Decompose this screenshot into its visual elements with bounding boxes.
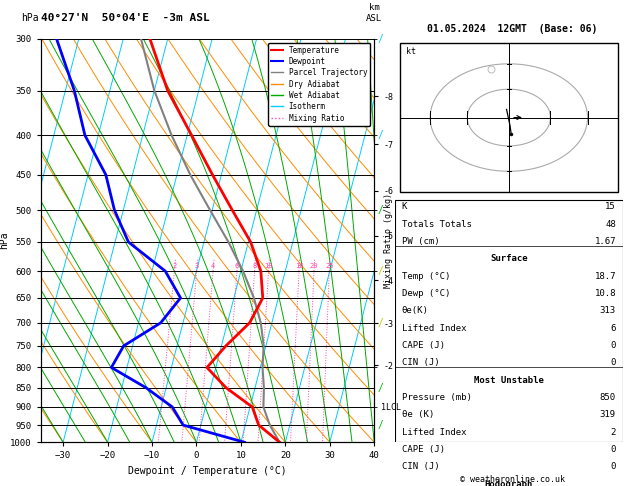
Text: Lifted Index: Lifted Index	[402, 428, 466, 437]
Text: 15: 15	[605, 202, 616, 211]
Bar	[399, 43, 618, 192]
Text: /: /	[377, 34, 383, 44]
Text: CAPE (J): CAPE (J)	[402, 341, 445, 350]
Text: kt: kt	[406, 47, 416, 56]
Text: 313: 313	[600, 306, 616, 315]
Text: Totals Totals: Totals Totals	[402, 220, 472, 228]
Text: 2: 2	[611, 428, 616, 437]
Text: 319: 319	[600, 410, 616, 419]
Text: 6: 6	[235, 263, 239, 269]
Text: 10.8: 10.8	[594, 289, 616, 298]
Text: 10: 10	[264, 263, 273, 269]
Text: km
ASL: km ASL	[366, 3, 382, 23]
Text: 0: 0	[611, 341, 616, 350]
Text: 18.7: 18.7	[594, 272, 616, 280]
Text: CIN (J): CIN (J)	[402, 463, 440, 471]
Text: CIN (J): CIN (J)	[402, 358, 440, 367]
X-axis label: Dewpoint / Temperature (°C): Dewpoint / Temperature (°C)	[128, 466, 287, 476]
Text: 0: 0	[611, 445, 616, 454]
Text: CAPE (J): CAPE (J)	[402, 445, 445, 454]
Text: 1.67: 1.67	[594, 237, 616, 246]
Text: /: /	[377, 383, 383, 393]
Text: 4: 4	[211, 263, 215, 269]
Text: 6: 6	[611, 324, 616, 332]
Text: Mixing Ratio (g/kg): Mixing Ratio (g/kg)	[384, 193, 392, 288]
Text: 1LCL: 1LCL	[381, 403, 401, 412]
Text: 8: 8	[252, 263, 257, 269]
Text: θe (K): θe (K)	[402, 410, 434, 419]
Text: K: K	[402, 202, 407, 211]
Text: 0: 0	[611, 463, 616, 471]
Text: /: /	[377, 130, 383, 140]
Text: hPa: hPa	[21, 13, 38, 23]
Text: Surface: Surface	[490, 254, 528, 263]
Text: 48: 48	[605, 220, 616, 228]
Text: 2: 2	[172, 263, 177, 269]
Legend: Temperature, Dewpoint, Parcel Trajectory, Dry Adiabat, Wet Adiabat, Isotherm, Mi: Temperature, Dewpoint, Parcel Trajectory…	[268, 43, 370, 125]
Text: Lifted Index: Lifted Index	[402, 324, 466, 332]
Text: PW (cm): PW (cm)	[402, 237, 440, 246]
Text: /: /	[377, 266, 383, 276]
Text: 3: 3	[194, 263, 199, 269]
Y-axis label: hPa: hPa	[0, 232, 9, 249]
Text: θe(K): θe(K)	[402, 306, 429, 315]
Text: /: /	[377, 205, 383, 215]
Text: Dewp (°C): Dewp (°C)	[402, 289, 450, 298]
Text: 20: 20	[309, 263, 318, 269]
Text: 40°27'N  50°04'E  -3m ASL: 40°27'N 50°04'E -3m ASL	[41, 13, 209, 23]
Text: Temp (°C): Temp (°C)	[402, 272, 450, 280]
Text: /: /	[377, 420, 383, 430]
Text: 25: 25	[325, 263, 333, 269]
Text: Hodograph: Hodograph	[485, 480, 533, 486]
Text: 0: 0	[611, 358, 616, 367]
Text: 16: 16	[295, 263, 303, 269]
Text: Pressure (mb): Pressure (mb)	[402, 393, 472, 402]
Text: 01.05.2024  12GMT  (Base: 06): 01.05.2024 12GMT (Base: 06)	[427, 24, 597, 34]
Text: /: /	[377, 318, 383, 328]
Bar	[395, 200, 623, 442]
Text: © weatheronline.co.uk: © weatheronline.co.uk	[460, 474, 564, 484]
Text: 850: 850	[600, 393, 616, 402]
Text: Most Unstable: Most Unstable	[474, 376, 544, 385]
